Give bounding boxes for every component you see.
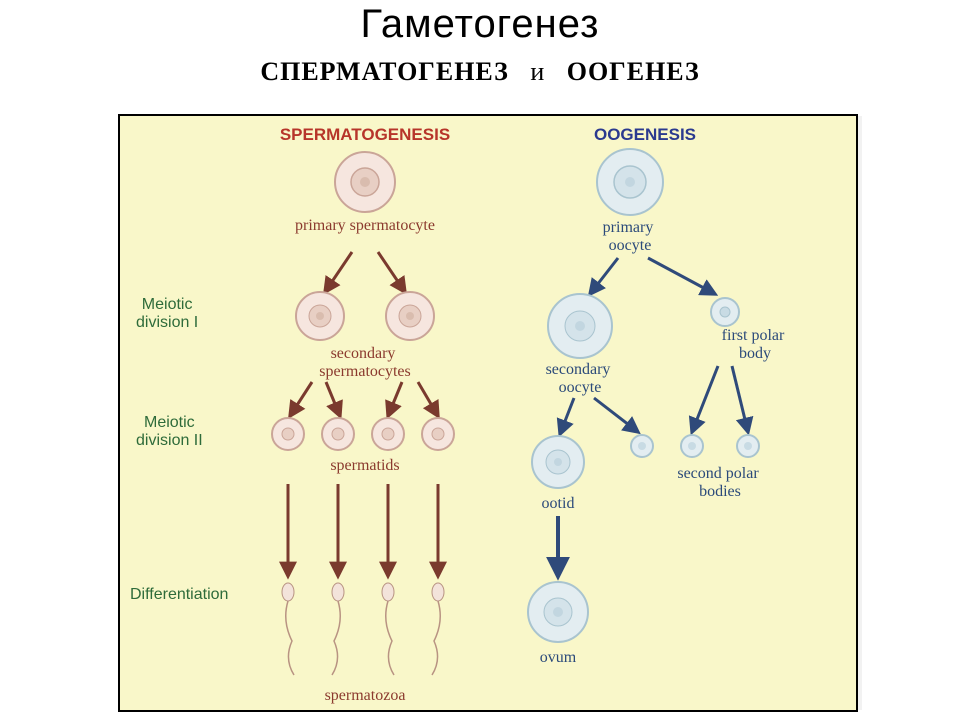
arrow: [648, 258, 715, 294]
cell-ovum: [528, 582, 588, 642]
cell-spermatozoon-1: [282, 583, 294, 675]
arrow: [418, 382, 438, 416]
label-ovum: ovum: [540, 649, 577, 666]
arrow: [325, 252, 352, 292]
subtitle-and: и: [530, 57, 545, 86]
cell-secondary-spermatocyte-2: [386, 292, 434, 340]
cell-spermatid-4: [422, 418, 454, 450]
cell-second-polar-1: [631, 435, 653, 457]
label-spermatozoa: spermatozoa: [325, 687, 406, 704]
cell-primary-oocyte: [597, 149, 663, 215]
header-spermatogenesis: SPERMATOGENESIS: [280, 125, 450, 144]
label-primary-spermatocyte: primary spermatocyte: [295, 217, 435, 234]
label-ootid: ootid: [542, 495, 575, 512]
header-oogenesis: OOGENESIS: [594, 125, 696, 144]
arrow: [594, 398, 638, 432]
cell-second-polar-2: [681, 435, 703, 457]
subtitle-left: СПЕРМАТОГЕНЕЗ: [260, 57, 508, 86]
cell-spermatozoon-3: [382, 583, 394, 675]
cell-spermatid-1: [272, 418, 304, 450]
arrow: [692, 366, 718, 432]
label-secondary-oocyte: secondary oocyte: [546, 361, 615, 396]
stage-meiosis-2: Meiotic division II: [136, 414, 203, 450]
page-title: Гаметогенез: [0, 2, 960, 47]
label-spermatids: spermatids: [330, 457, 399, 474]
arrow: [388, 382, 402, 416]
cell-ootid: [532, 436, 584, 488]
cell-first-polar-body: [711, 298, 739, 326]
label-primary-oocyte: primary oocyte: [603, 219, 658, 254]
diagram-frame: Meiotic division I Meiotic division II D…: [118, 114, 858, 712]
cell-spermatid-2: [322, 418, 354, 450]
cell-second-polar-3: [737, 435, 759, 457]
arrow: [290, 382, 312, 416]
gametogenesis-diagram: SPERMATOGENESIS OOGENESIS primary sperma…: [120, 116, 860, 714]
stage-meiosis-1: Meiotic division I: [136, 296, 198, 332]
cell-primary-spermatocyte: [335, 152, 395, 212]
arrow: [378, 252, 405, 292]
arrow: [732, 366, 748, 432]
cell-spermatid-3: [372, 418, 404, 450]
label-first-polar-body: first polar body: [722, 327, 789, 362]
arrow: [560, 398, 574, 434]
label-secondary-spermatocytes: secondary spermatocytes: [319, 345, 411, 380]
label-second-polar-bodies: second polar bodies: [677, 465, 762, 500]
cell-spermatozoon-4: [432, 583, 444, 675]
cell-spermatozoon-2: [332, 583, 344, 675]
cell-secondary-spermatocyte-1: [296, 292, 344, 340]
arrow: [590, 258, 618, 294]
stage-differentiation: Differentiation: [130, 586, 228, 604]
arrow: [326, 382, 340, 416]
cell-secondary-oocyte: [548, 294, 612, 358]
subtitle-right: ООГЕНЕЗ: [567, 57, 700, 86]
subtitle: СПЕРМАТОГЕНЕЗ и ООГЕНЕЗ: [0, 57, 960, 87]
